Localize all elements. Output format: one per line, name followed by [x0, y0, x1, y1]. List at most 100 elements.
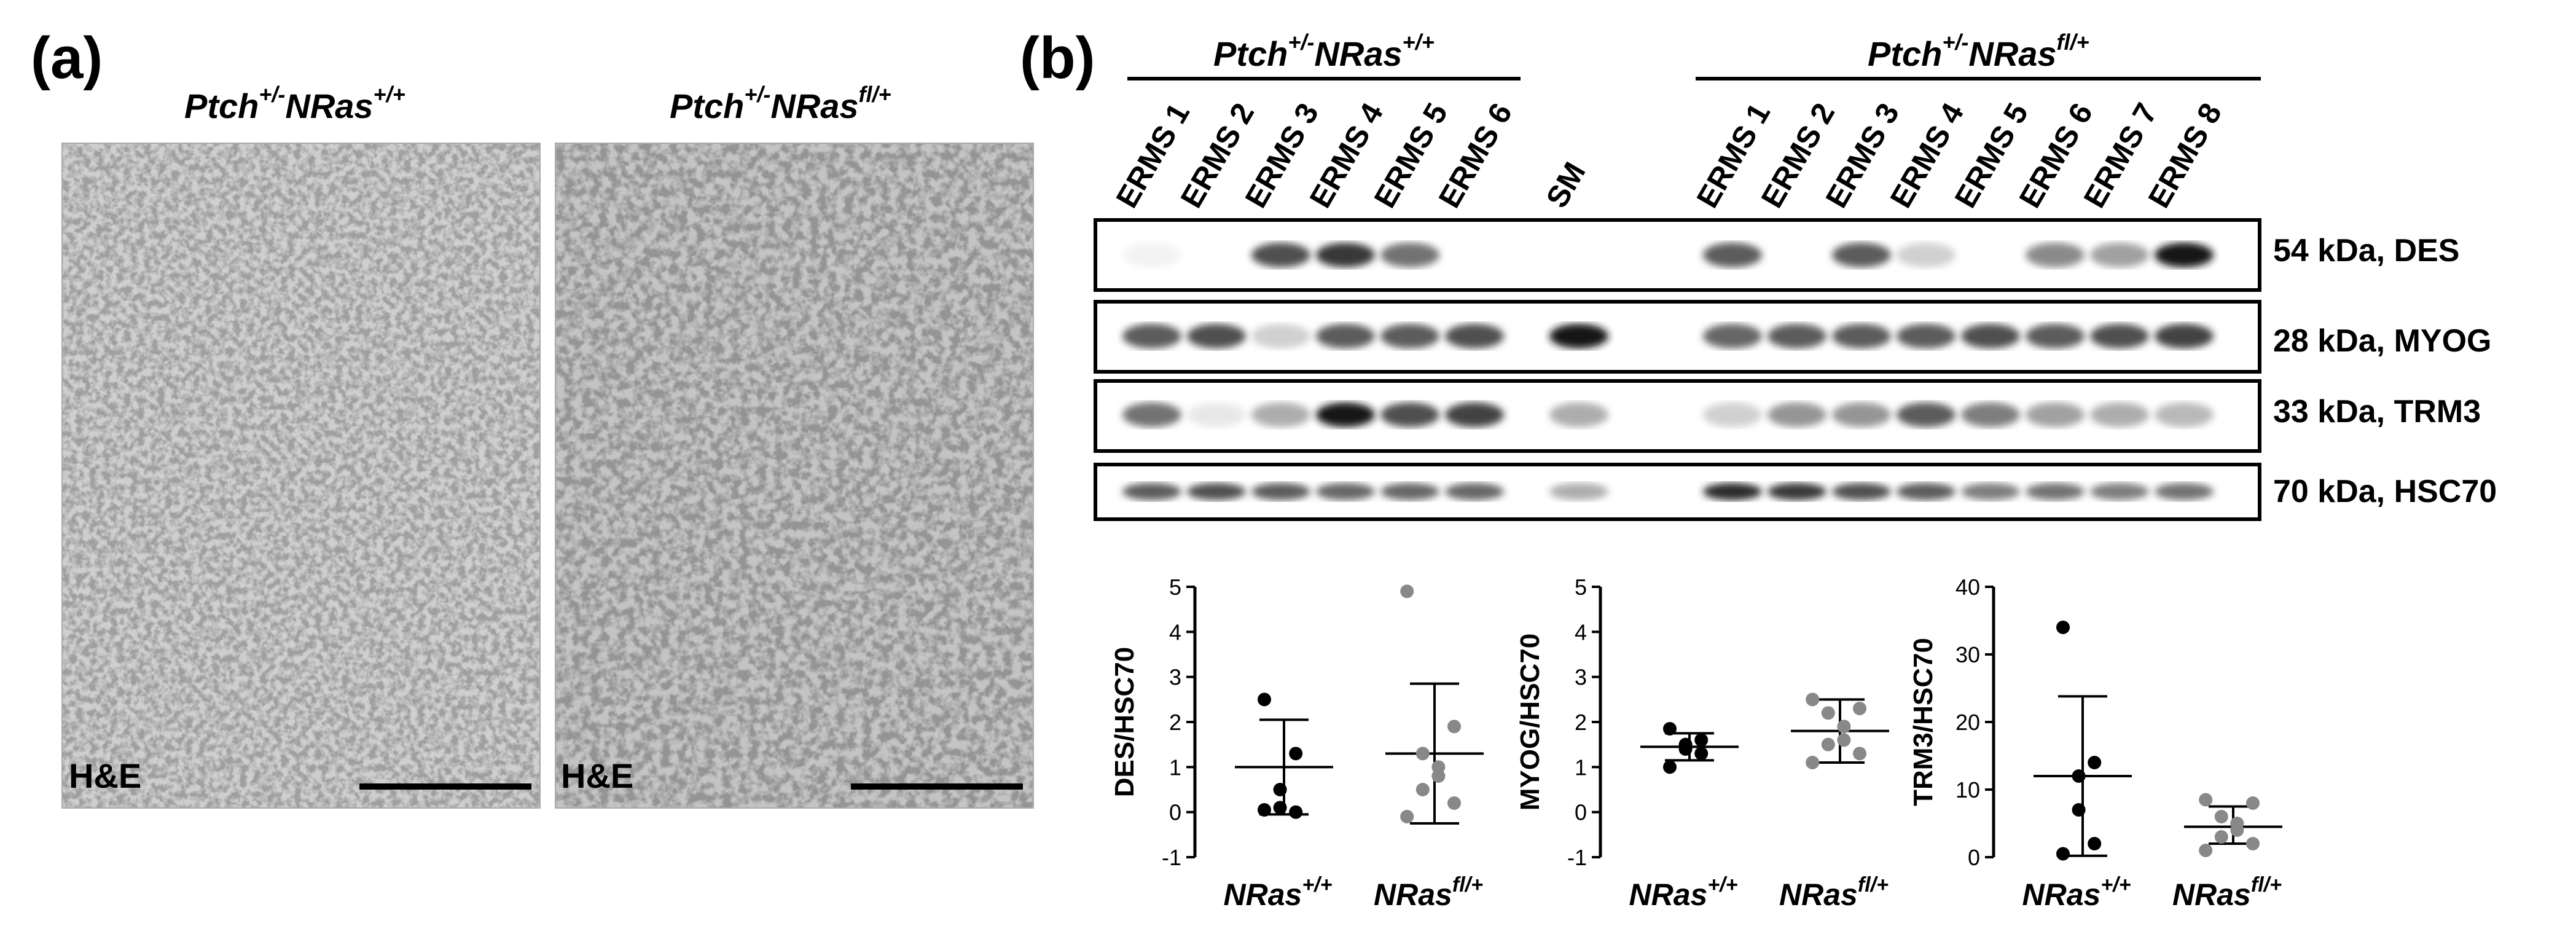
genotype-sup: fl/+ — [2056, 29, 2089, 55]
blot-band — [1187, 402, 1246, 427]
blot-band — [2090, 402, 2149, 427]
category-sup: +/+ — [2100, 873, 2131, 897]
y-axis-label: MYOG/HSC70 — [1515, 634, 1545, 811]
scale-bar — [851, 783, 1023, 790]
he-stain-label: H&E — [561, 756, 634, 795]
panel-b-label: (b) — [1020, 25, 1095, 91]
group-genotype-2: Ptch+/-NRasfl/+ — [1868, 31, 2089, 74]
data-point — [2088, 837, 2102, 850]
genotype-sup: +/- — [744, 82, 771, 107]
blot-band — [1445, 483, 1504, 500]
data-point — [1273, 801, 1287, 815]
data-point — [1694, 747, 1709, 761]
blot-band — [1703, 483, 1762, 500]
genotype-base: Ptch — [1868, 34, 1943, 73]
blot-band — [1445, 324, 1504, 348]
blot-band — [1897, 243, 1955, 267]
data-point — [1289, 747, 1303, 761]
data-point — [1415, 783, 1430, 796]
blot-band — [1251, 324, 1310, 348]
data-point — [1400, 810, 1414, 823]
category-sup: fl/+ — [1858, 873, 1889, 897]
blot-band — [1316, 402, 1375, 427]
blot-band — [1832, 483, 1891, 500]
y-tick-label: 2 — [1169, 710, 1181, 735]
data-point — [2072, 769, 2086, 783]
blot-band — [2155, 402, 2214, 427]
blot-band — [1703, 402, 1762, 427]
panel-a-genotype-2: Ptch+/-NRasfl/+ — [670, 84, 891, 126]
category-sup: +/+ — [1302, 873, 1332, 897]
blot-band — [1897, 324, 1955, 348]
blot-band — [1549, 324, 1608, 348]
data-point — [1415, 747, 1430, 761]
y-axis-label: TRM3/HSC70 — [1908, 638, 1938, 806]
group-genotype-1: Ptch+/-NRas+/+ — [1213, 31, 1435, 74]
y-tick-label: 30 — [1955, 642, 1980, 667]
blot-band — [1549, 402, 1608, 427]
y-tick-label: 0 — [1169, 800, 1181, 825]
x-category-label: NRas+/+ — [1629, 873, 1737, 912]
data-point — [2246, 796, 2260, 810]
category-base: NRas — [1779, 877, 1858, 912]
data-point — [1853, 702, 1866, 715]
genotype-mid: NRas — [1968, 34, 2057, 73]
data-point — [2056, 621, 2070, 634]
data-point — [1447, 796, 1461, 810]
y-tick-label: 4 — [1575, 619, 1587, 645]
y-tick-label: 1 — [1169, 755, 1181, 780]
genotype-mid: NRas — [1314, 34, 1403, 73]
blot-band — [1316, 483, 1375, 500]
blot-band — [2026, 483, 2085, 500]
blot-band — [1832, 243, 1891, 267]
blot-band — [1703, 243, 1762, 267]
data-point — [2214, 830, 2228, 844]
category-sup: fl/+ — [2251, 873, 2282, 897]
data-point — [1663, 722, 1677, 736]
panel-a-genotype-1: Ptch+/-NRas+/+ — [184, 84, 405, 126]
y-tick-label: 0 — [1968, 845, 1980, 870]
data-point — [1821, 737, 1835, 751]
y-tick-label: 1 — [1575, 755, 1587, 780]
lane-label: SM — [1539, 156, 1592, 214]
data-point — [1678, 742, 1693, 756]
blot-band — [2155, 243, 2214, 267]
marker-hsc70: 70 kDa, HSC70 — [2273, 474, 2497, 509]
category-base: NRas — [2022, 877, 2100, 912]
category-base: NRas — [1629, 877, 1707, 912]
blot-band — [1122, 324, 1181, 348]
y-tick-label: 3 — [1169, 665, 1181, 690]
blot-band — [1251, 402, 1310, 427]
data-point — [1806, 693, 1820, 707]
genotype-base: Ptch — [1213, 34, 1288, 73]
blot-band — [1768, 402, 1826, 427]
data-point — [2199, 793, 2213, 807]
panel-a-label: (a) — [31, 25, 103, 91]
y-tick-label: 4 — [1169, 619, 1181, 645]
blot-band — [1316, 324, 1375, 348]
data-point — [2072, 803, 2086, 817]
data-point — [1837, 720, 1851, 734]
category-base: NRas — [1374, 877, 1452, 912]
group-bracket-1 — [1127, 77, 1521, 80]
y-tick-label: -1 — [1162, 845, 1181, 870]
data-point — [1694, 733, 1709, 747]
y-tick-label: 0 — [1575, 800, 1587, 825]
blot-band — [2026, 324, 2085, 348]
blot-band — [2026, 402, 2085, 427]
data-point — [1837, 733, 1851, 747]
y-tick-label: 10 — [1955, 777, 1980, 802]
blot-band — [1122, 483, 1181, 500]
genotype-mid: NRas — [770, 87, 859, 125]
blot-band — [2090, 324, 2149, 348]
data-point — [2230, 823, 2244, 837]
blot-band — [1768, 483, 1826, 500]
blot-band — [1549, 483, 1608, 500]
tissue-texture — [63, 144, 539, 807]
genotype-sup: +/- — [1288, 29, 1315, 55]
genotype-sup: +/- — [1942, 29, 1969, 55]
marker-des: 54 kDa, DES — [2273, 233, 2460, 269]
blot-band — [1380, 483, 1439, 500]
blot-band — [1251, 243, 1310, 267]
